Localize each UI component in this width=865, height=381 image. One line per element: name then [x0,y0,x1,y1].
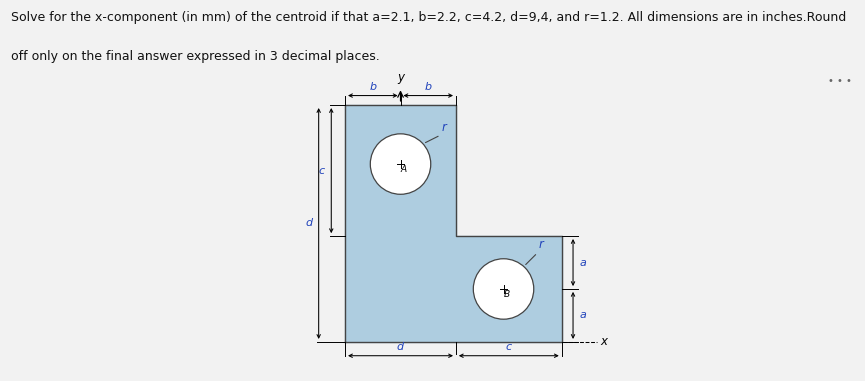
Text: b: b [425,82,432,92]
Text: d: d [397,342,404,352]
Text: y: y [397,72,404,85]
Text: c: c [319,166,325,176]
Text: Solve for the x-component (in mm) of the centroid if that a=2.1, b=2.2, c=4.2, d: Solve for the x-component (in mm) of the… [11,11,847,24]
Text: A: A [400,165,407,174]
Text: a: a [580,311,586,320]
Text: B: B [503,290,509,299]
Text: x: x [601,335,608,348]
Text: c: c [506,342,512,352]
Text: r: r [539,238,544,251]
Text: a: a [580,258,586,267]
Text: off only on the final answer expressed in 3 decimal places.: off only on the final answer expressed i… [11,50,380,62]
Polygon shape [345,105,561,342]
Text: b: b [369,82,376,92]
Circle shape [370,134,431,194]
Circle shape [473,259,534,319]
Text: d: d [305,218,312,229]
Text: r: r [442,121,446,134]
Text: • • •: • • • [828,76,852,86]
